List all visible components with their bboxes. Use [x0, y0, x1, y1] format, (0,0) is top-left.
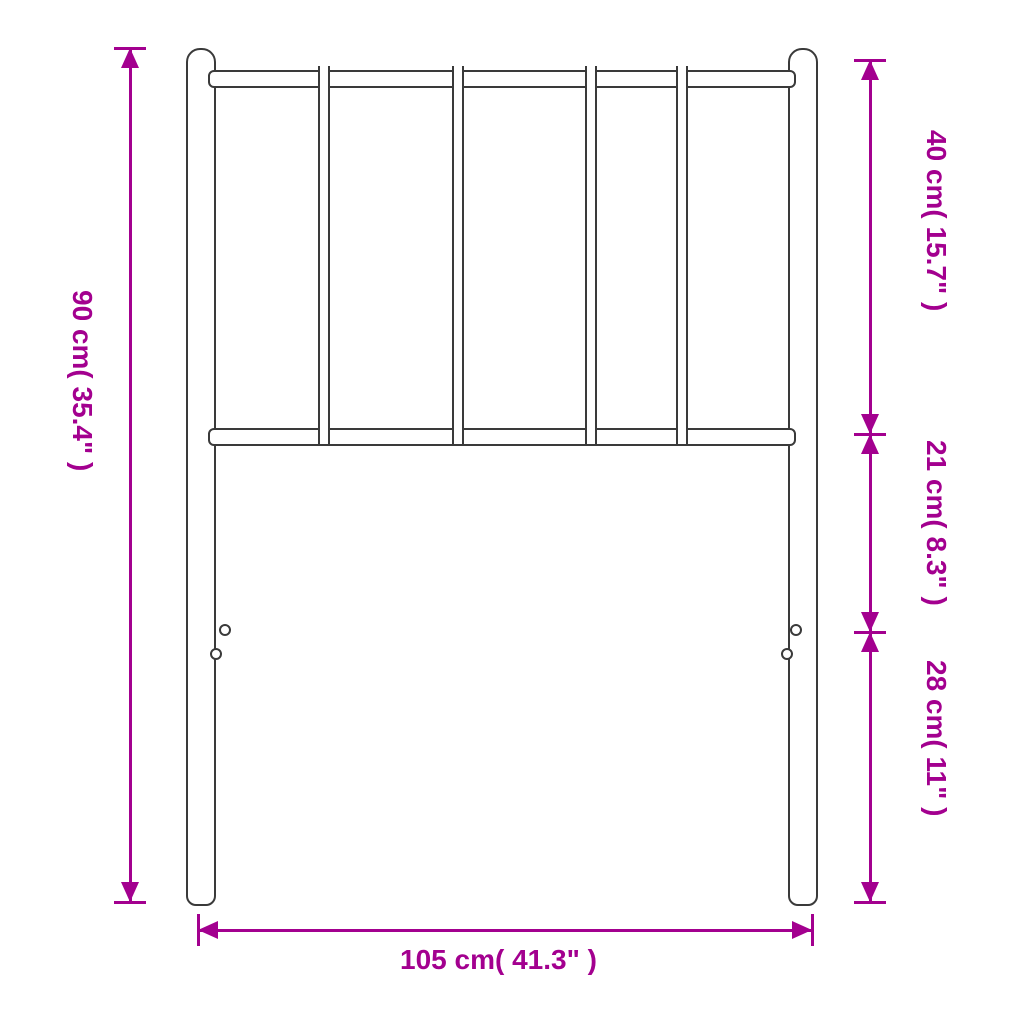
- dimension-line: [869, 60, 872, 434]
- arrowhead-icon: [792, 921, 812, 939]
- arrowhead-icon: [861, 434, 879, 454]
- vertical-slat: [452, 66, 464, 444]
- dimension-label: 40 cm( 15.7" ): [920, 130, 952, 311]
- dimension-label: 21 cm( 8.3" ): [920, 440, 952, 606]
- dimension-label: 90 cm( 35.4" ): [66, 290, 98, 471]
- arrowhead-icon: [861, 60, 879, 80]
- dimension-line: [198, 929, 812, 932]
- dimension-line: [869, 434, 872, 632]
- arrowhead-icon: [861, 882, 879, 902]
- bottom-rail: [208, 428, 796, 446]
- vertical-slat: [676, 66, 688, 444]
- dimension-line: [129, 48, 132, 902]
- arrowhead-icon: [861, 632, 879, 652]
- diagram-stage: 105 cm( 41.3" ) 90 cm( 35.4" ) 40 cm( 15.7…: [0, 0, 1024, 1024]
- vertical-slat: [585, 66, 597, 444]
- vertical-slat: [318, 66, 330, 444]
- arrowhead-icon: [121, 48, 139, 68]
- arrowhead-icon: [861, 612, 879, 632]
- arrowhead-icon: [861, 414, 879, 434]
- left-post: [186, 48, 216, 906]
- mounting-hole: [210, 648, 222, 660]
- mounting-hole: [781, 648, 793, 660]
- top-rail: [208, 70, 796, 88]
- mounting-hole: [790, 624, 802, 636]
- right-post: [788, 48, 818, 906]
- dimension-label: 28 cm( 11" ): [920, 660, 952, 816]
- arrowhead-icon: [198, 921, 218, 939]
- mounting-hole: [219, 624, 231, 636]
- arrowhead-icon: [121, 882, 139, 902]
- dimension-label: 105 cm( 41.3" ): [400, 944, 597, 976]
- dimension-line: [869, 632, 872, 902]
